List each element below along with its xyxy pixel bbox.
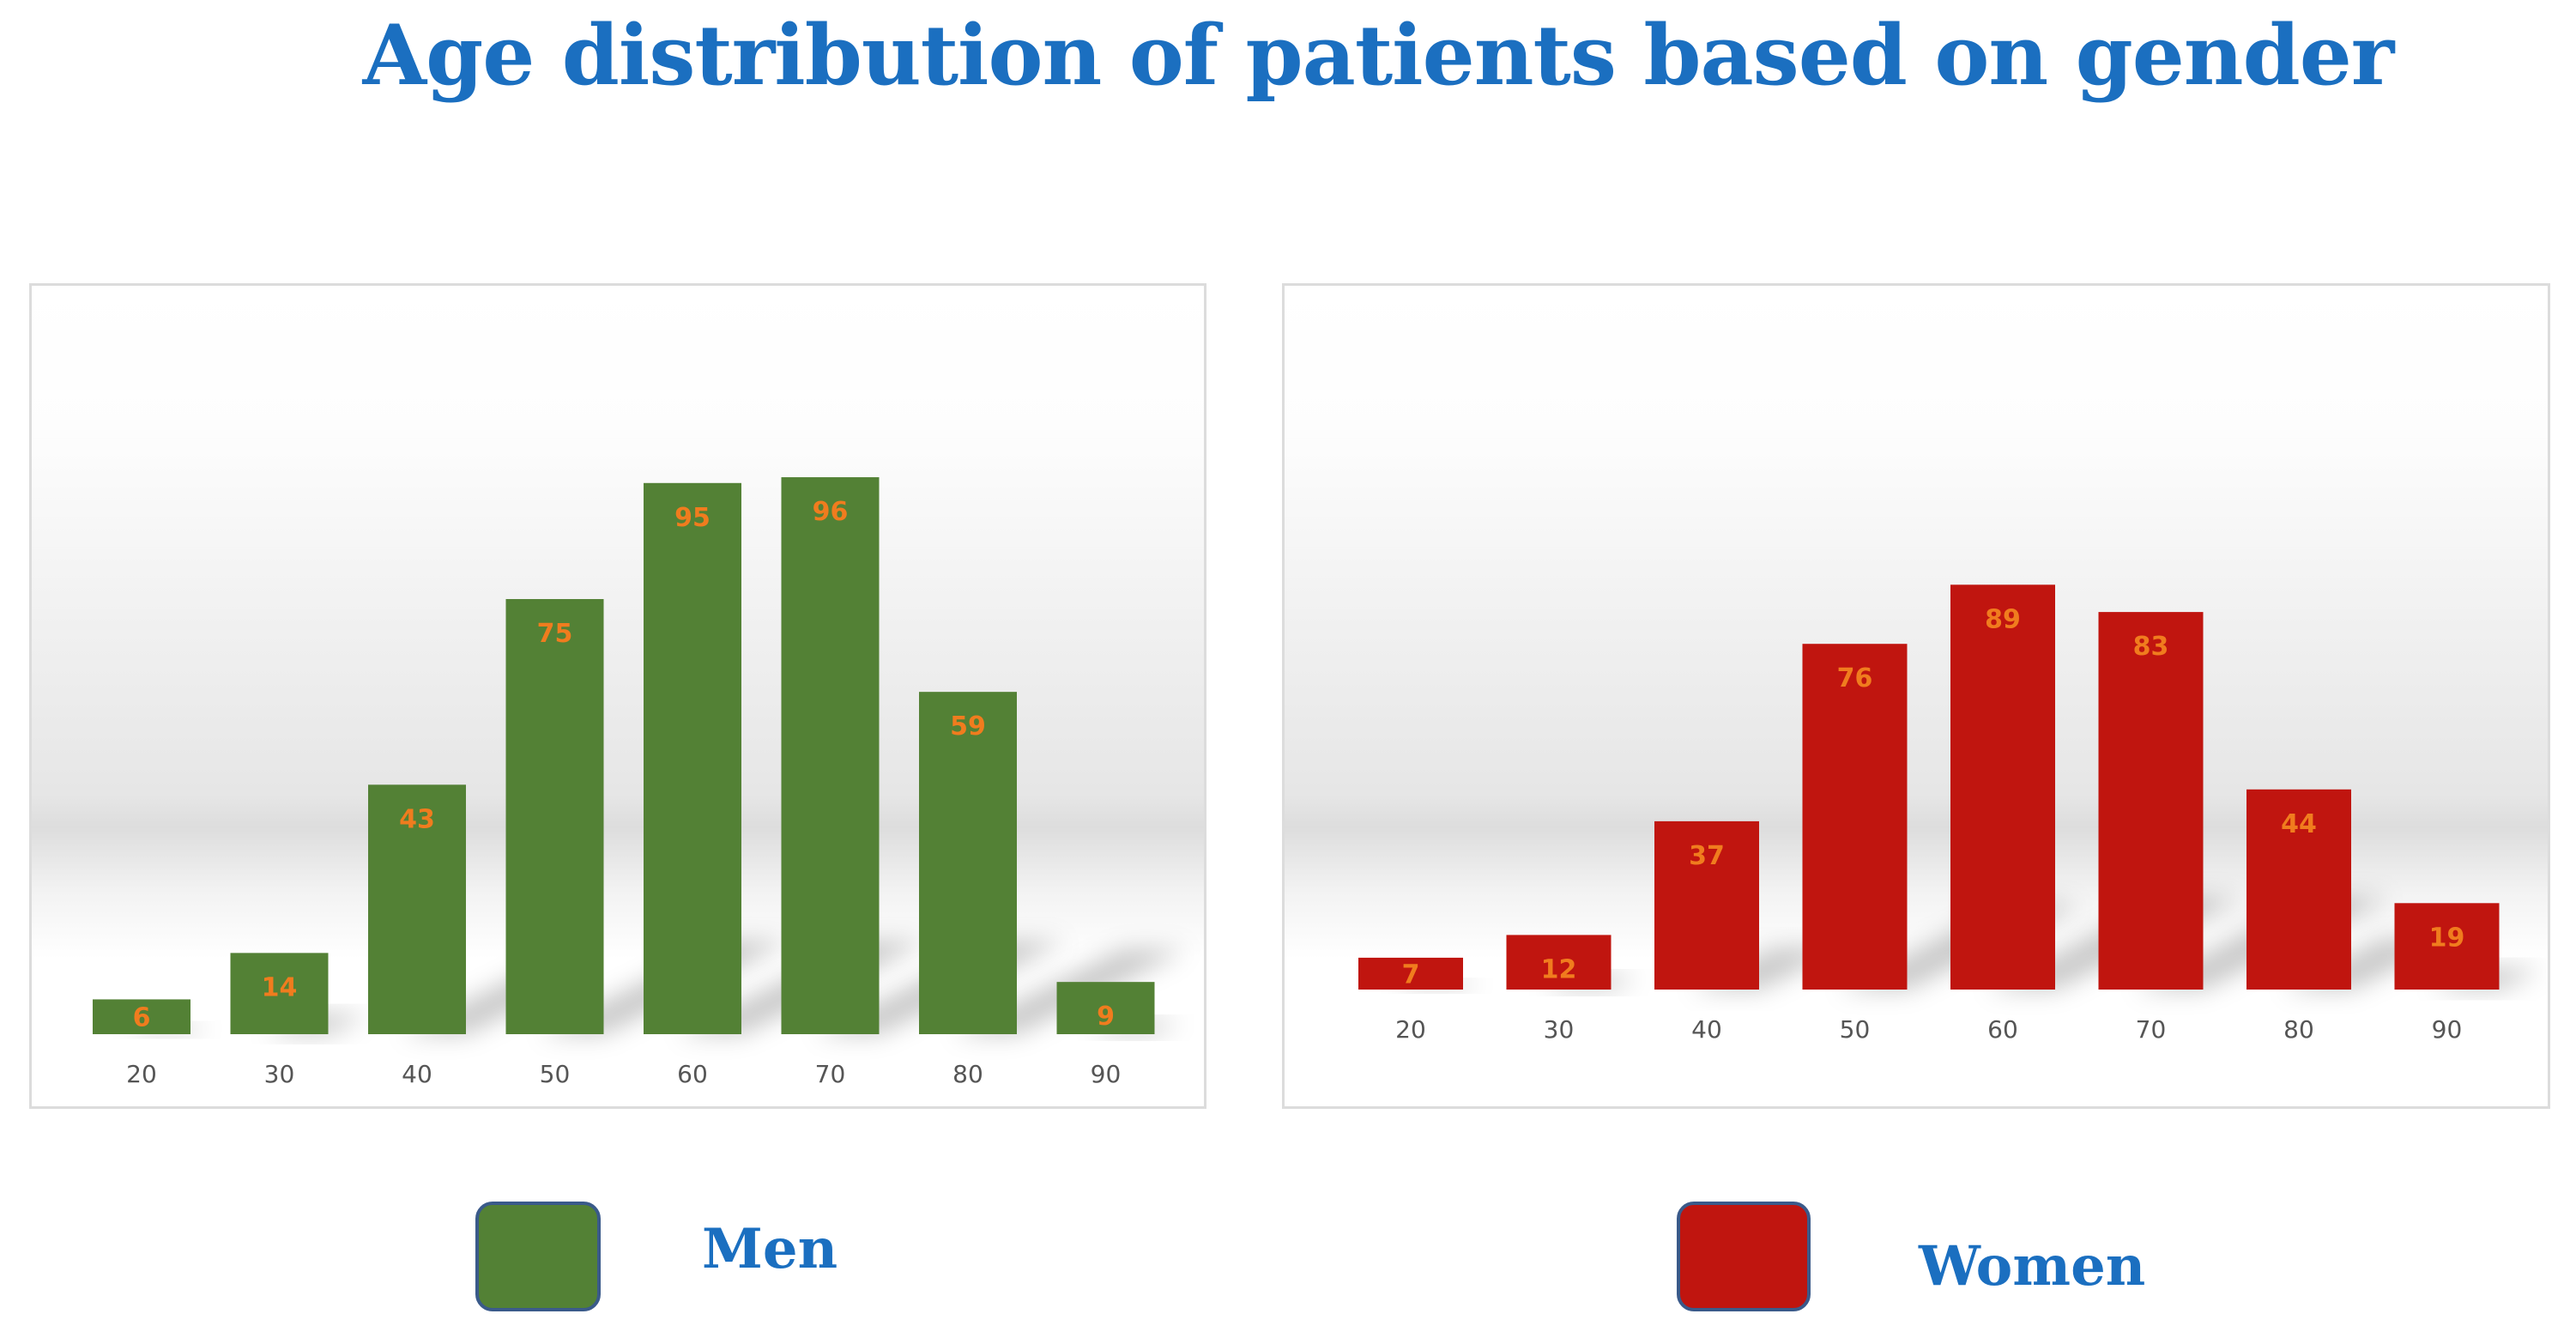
men-data-label: 75 — [537, 619, 573, 649]
men-data-label: 95 — [674, 503, 711, 533]
women-legend-swatch — [1677, 1202, 1811, 1311]
men-data-label: 43 — [399, 804, 435, 834]
women-data-label: 83 — [2133, 632, 2169, 662]
page-title: Age distribution of patients based on ge… — [0, 7, 2576, 104]
women-x-tick-label: 40 — [1691, 1015, 1722, 1044]
women-x-tick-label: 50 — [1840, 1015, 1871, 1044]
women-bar-70 — [2099, 612, 2204, 990]
women-data-label: 76 — [1837, 663, 1873, 693]
men-x-tick-label: 30 — [264, 1060, 295, 1088]
men-data-label: 9 — [1097, 1002, 1115, 1032]
women-data-label: 37 — [1689, 841, 1725, 871]
women-data-label: 12 — [1541, 954, 1577, 984]
women-bar-chart: 7 20 12 30 37 40 76 50 89 60 83 70 44 80 19 90 — [1285, 286, 2548, 1106]
men-x-tick-label: 50 — [540, 1060, 571, 1088]
women-x-tick-label: 80 — [2283, 1015, 2314, 1044]
men-data-label: 96 — [813, 497, 849, 527]
women-legend-label: Women — [1919, 1234, 2145, 1299]
men-x-tick-label: 20 — [126, 1060, 157, 1088]
women-data-label: 89 — [1985, 604, 2021, 634]
men-bar-70 — [782, 477, 880, 1034]
women-data-label: 7 — [1402, 960, 1420, 990]
men-x-tick-label: 90 — [1091, 1060, 1122, 1088]
men-x-tick-label: 60 — [677, 1060, 708, 1088]
men-data-label: 14 — [262, 972, 298, 1002]
women-chart-panel: 7 20 12 30 37 40 76 50 89 60 83 70 44 80 19 90 — [1282, 283, 2550, 1109]
women-bar-50 — [1803, 644, 1908, 990]
men-legend-label: Men — [702, 1217, 838, 1281]
men-data-label: 59 — [950, 711, 986, 742]
men-bar-50 — [506, 599, 604, 1034]
men-x-tick-label: 40 — [402, 1060, 432, 1088]
men-chart-panel: 6 20 14 30 43 40 75 50 95 60 96 70 59 80 9 90 — [29, 283, 1206, 1109]
men-bar-chart: 6 20 14 30 43 40 75 50 95 60 96 70 59 80 9 90 — [32, 286, 1204, 1106]
women-bar-60 — [1950, 584, 2055, 990]
women-x-tick-label: 70 — [2136, 1015, 2167, 1044]
men-bar-80 — [919, 692, 1017, 1034]
women-data-label: 19 — [2429, 923, 2465, 953]
women-x-tick-label: 30 — [1544, 1015, 1575, 1044]
women-x-tick-label: 60 — [1987, 1015, 2018, 1044]
women-data-label: 44 — [2281, 809, 2317, 839]
men-data-label: 6 — [133, 1003, 151, 1033]
men-x-tick-label: 70 — [815, 1060, 846, 1088]
women-x-tick-label: 90 — [2432, 1015, 2463, 1044]
women-x-tick-label: 20 — [1395, 1015, 1426, 1044]
men-x-tick-label: 80 — [952, 1060, 983, 1088]
men-bar-60 — [644, 483, 741, 1034]
men-legend-swatch — [475, 1202, 601, 1311]
